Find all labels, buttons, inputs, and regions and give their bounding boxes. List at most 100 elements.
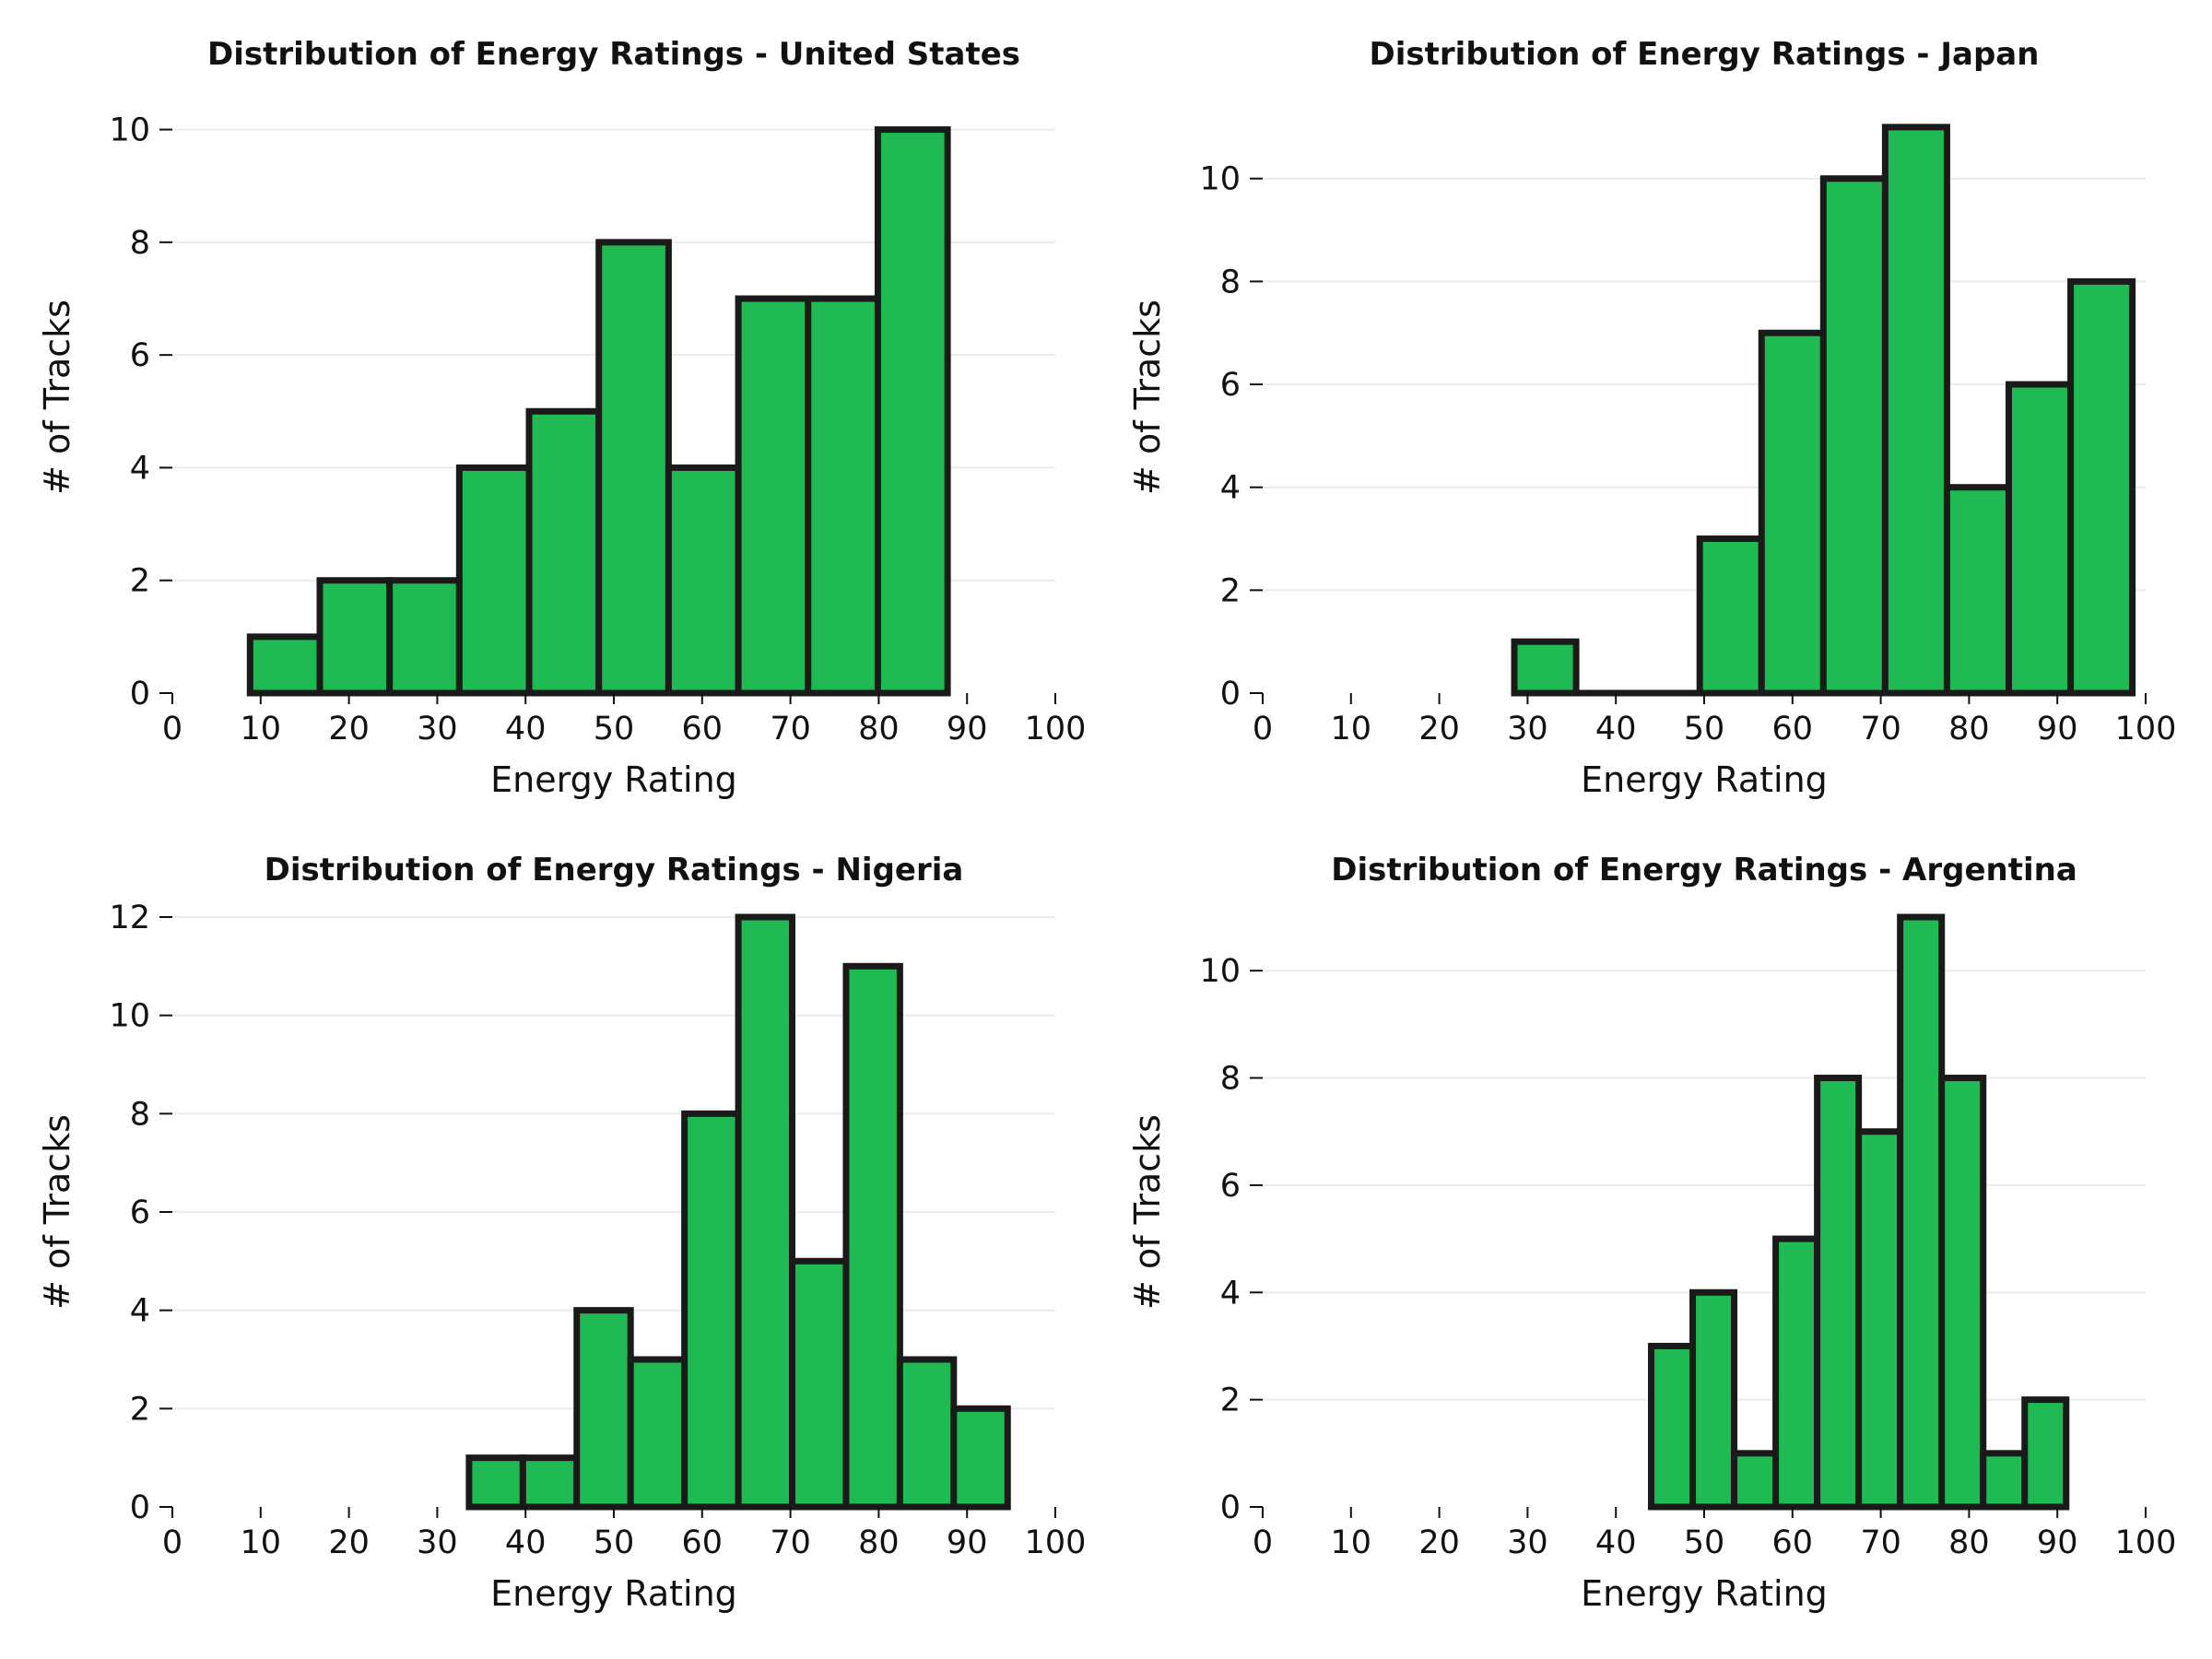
y-tick-label: 6 bbox=[130, 1194, 150, 1231]
x-tick-label: 20 bbox=[1418, 711, 1460, 747]
y-tick-label: 0 bbox=[130, 1489, 150, 1526]
y-tick-label: 2 bbox=[130, 1391, 150, 1428]
x-tick-label: 10 bbox=[241, 1524, 282, 1561]
histogram-bar bbox=[735, 295, 812, 697]
histogram-bar bbox=[2006, 381, 2075, 697]
x-tick-label: 90 bbox=[947, 711, 988, 747]
x-tick-label: 50 bbox=[594, 1524, 635, 1561]
x-tick-label: 50 bbox=[1684, 711, 1725, 747]
x-tick-label: 70 bbox=[1860, 1524, 1901, 1561]
histogram-bar bbox=[246, 633, 324, 697]
x-tick-label: 90 bbox=[2037, 1524, 2078, 1561]
histogram-bar bbox=[525, 407, 603, 697]
x-tick-label: 10 bbox=[1331, 1524, 1372, 1561]
x-tick-label: 0 bbox=[1253, 1524, 1273, 1561]
y-tick-label: 2 bbox=[130, 563, 150, 600]
x-tick-label: 10 bbox=[241, 711, 282, 747]
y-axis-label: # of Tracks bbox=[1127, 300, 1168, 495]
chart-title: Distribution of Energy Ratings - Argenti… bbox=[1331, 852, 2077, 888]
x-tick-label: 30 bbox=[1507, 711, 1548, 747]
x-tick-label: 20 bbox=[1418, 1524, 1460, 1561]
y-axis-label: # of Tracks bbox=[37, 1114, 77, 1310]
histogram-bar bbox=[2021, 1396, 2070, 1511]
y-tick-label: 4 bbox=[130, 1293, 150, 1330]
x-tick-label: 0 bbox=[1253, 711, 1273, 747]
x-tick-label: 100 bbox=[1025, 711, 1087, 747]
histogram-bar bbox=[1731, 1450, 1780, 1511]
histogram-bar bbox=[735, 913, 796, 1511]
x-tick-label: 80 bbox=[858, 1524, 900, 1561]
histogram-bar bbox=[1980, 1450, 2029, 1511]
y-tick-label: 12 bbox=[109, 900, 150, 936]
y-tick-label: 8 bbox=[130, 1096, 150, 1133]
x-tick-label: 40 bbox=[505, 711, 547, 747]
histogram-bar bbox=[1943, 484, 2013, 697]
x-tick-label: 80 bbox=[858, 711, 900, 747]
histogram-bar bbox=[1938, 1075, 1987, 1511]
histogram-bar bbox=[1855, 1128, 1904, 1511]
x-tick-label: 50 bbox=[594, 711, 635, 747]
histogram-bar bbox=[665, 464, 742, 697]
x-tick-label: 40 bbox=[1595, 1524, 1637, 1561]
x-tick-label: 50 bbox=[1684, 1524, 1725, 1561]
histogram-bar bbox=[681, 1110, 742, 1511]
y-tick-label: 2 bbox=[1220, 572, 1241, 609]
x-tick-label: 0 bbox=[162, 711, 182, 747]
y-tick-label: 8 bbox=[1220, 264, 1241, 300]
x-tick-label: 80 bbox=[1948, 711, 1990, 747]
y-tick-label: 6 bbox=[130, 337, 150, 374]
y-tick-label: 8 bbox=[130, 225, 150, 262]
histogram-panel-3: 0 2 4 6 8 10 12 0 10 20 30 40 50 60 70 80 90 100 Distribut… bbox=[37, 852, 1086, 1614]
y-tick-label: 10 bbox=[1199, 161, 1241, 198]
x-tick-label: 100 bbox=[2115, 711, 2177, 747]
x-tick-label: 10 bbox=[1331, 711, 1372, 747]
histogram-bar bbox=[789, 1257, 850, 1511]
histogram-bar bbox=[842, 962, 903, 1511]
y-tick-label: 10 bbox=[1199, 953, 1241, 990]
x-tick-label: 60 bbox=[1772, 711, 1814, 747]
x-tick-label: 70 bbox=[1860, 711, 1901, 747]
y-tick-label: 10 bbox=[109, 112, 150, 149]
x-tick-label: 40 bbox=[1595, 711, 1637, 747]
x-tick-label: 0 bbox=[162, 1524, 182, 1561]
chart-title: Distribution of Energy Ratings - Nigeria bbox=[265, 852, 964, 888]
histogram-bar bbox=[1689, 1288, 1738, 1511]
histogram-bar bbox=[2067, 277, 2136, 697]
x-tick-label: 70 bbox=[770, 1524, 811, 1561]
histogram-bar bbox=[316, 577, 394, 697]
histogram-bar bbox=[595, 239, 672, 697]
y-axis-label: # of Tracks bbox=[1127, 1114, 1168, 1310]
x-tick-label: 40 bbox=[505, 1524, 547, 1561]
histogram-bar bbox=[1897, 913, 1946, 1511]
y-tick-label: 6 bbox=[1220, 367, 1241, 404]
x-tick-label: 60 bbox=[1772, 1524, 1814, 1561]
histogram-bar bbox=[465, 1454, 526, 1511]
y-tick-label: 0 bbox=[130, 676, 150, 712]
y-tick-label: 10 bbox=[109, 998, 150, 1035]
y-axis-label: # of Tracks bbox=[37, 300, 77, 495]
histogram-bar bbox=[1758, 329, 1827, 697]
x-axis-label: Energy Rating bbox=[1581, 1573, 1828, 1614]
x-tick-label: 90 bbox=[947, 1524, 988, 1561]
histogram-bar bbox=[1819, 175, 1888, 697]
x-tick-label: 20 bbox=[328, 1524, 370, 1561]
y-tick-label: 4 bbox=[1220, 1275, 1241, 1312]
x-tick-label: 100 bbox=[2115, 1524, 2177, 1561]
histogram-bar bbox=[1511, 638, 1580, 697]
x-tick-label: 70 bbox=[770, 711, 811, 747]
histogram-bar bbox=[874, 126, 951, 697]
y-tick-label: 0 bbox=[1220, 676, 1241, 712]
histogram-bar bbox=[519, 1454, 581, 1511]
y-tick-label: 0 bbox=[1220, 1489, 1241, 1526]
x-axis-label: Energy Rating bbox=[490, 759, 737, 800]
histogram-bar bbox=[1648, 1342, 1697, 1511]
x-tick-label: 90 bbox=[2037, 711, 2078, 747]
y-tick-label: 2 bbox=[1220, 1382, 1241, 1419]
x-axis-label: Energy Rating bbox=[490, 1573, 737, 1614]
histogram-bar bbox=[896, 1356, 958, 1511]
y-tick-label: 4 bbox=[1220, 470, 1241, 507]
histogram-bar bbox=[1696, 535, 1765, 697]
